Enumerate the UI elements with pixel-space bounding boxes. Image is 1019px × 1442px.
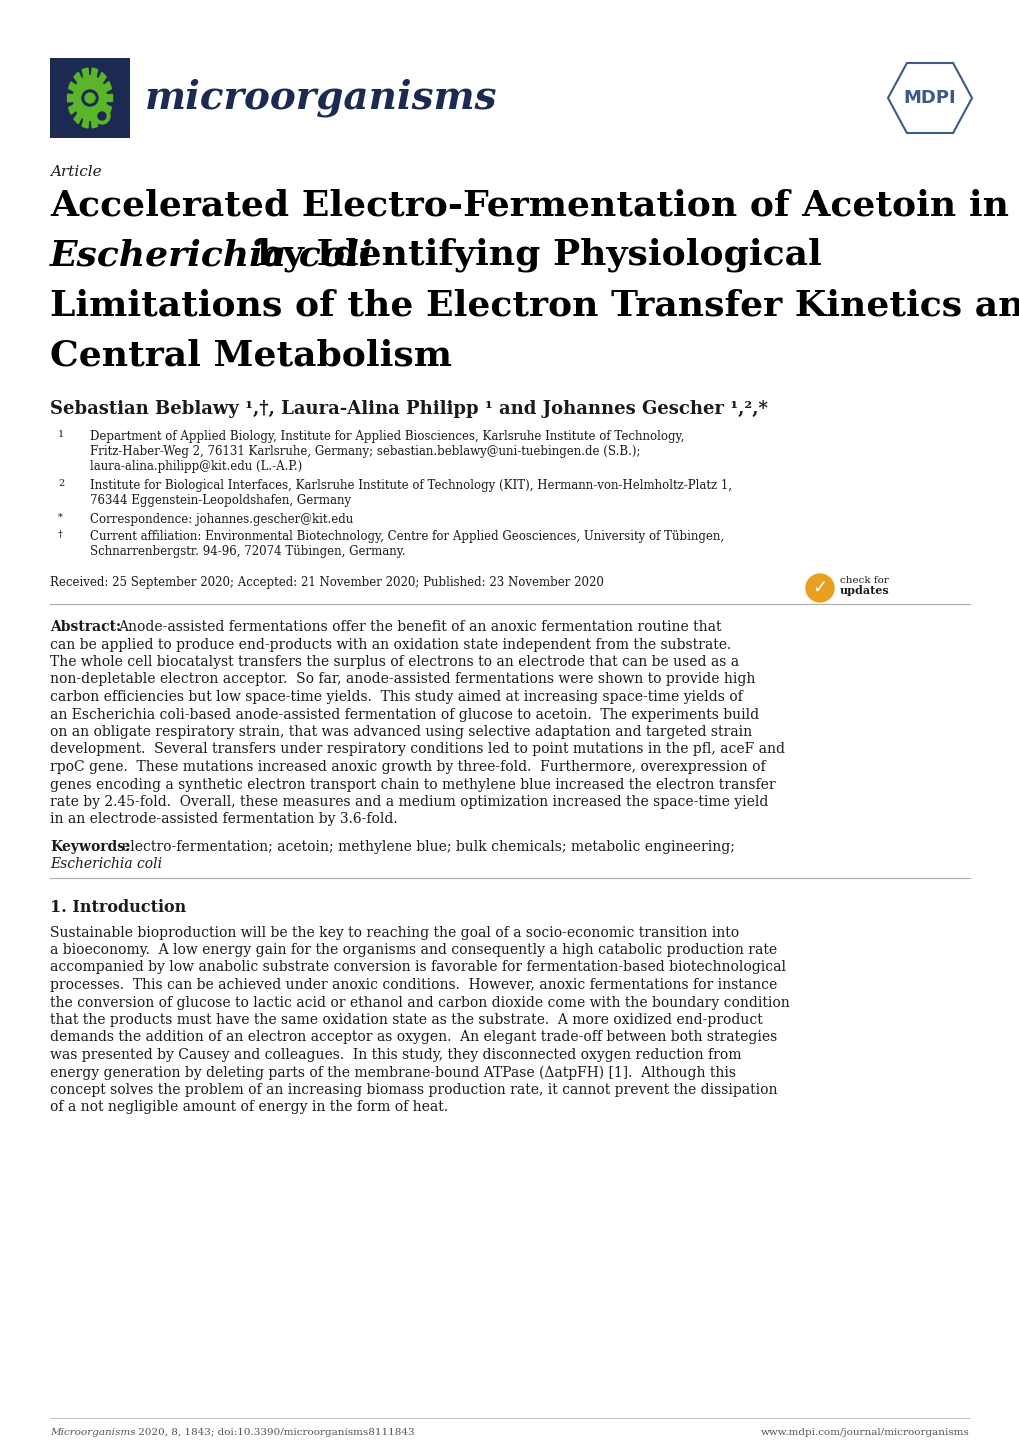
Text: rpoC gene.  These mutations increased anoxic growth by three-fold.  Furthermore,: rpoC gene. These mutations increased ano… xyxy=(50,760,765,774)
Text: Sustainable bioproduction will be the key to reaching the goal of a socio-econom: Sustainable bioproduction will be the ke… xyxy=(50,926,739,940)
Text: www.mdpi.com/journal/microorganisms: www.mdpi.com/journal/microorganisms xyxy=(760,1428,969,1438)
Text: on an obligate respiratory strain, that was advanced using selective adaptation : on an obligate respiratory strain, that … xyxy=(50,725,751,738)
Text: was presented by Causey and colleagues.  In this study, they disconnected oxygen: was presented by Causey and colleagues. … xyxy=(50,1048,741,1061)
Text: 76344 Eggenstein-Leopoldshafen, Germany: 76344 Eggenstein-Leopoldshafen, Germany xyxy=(90,495,351,508)
Text: the conversion of glucose to lactic acid or ethanol and carbon dioxide come with: the conversion of glucose to lactic acid… xyxy=(50,995,789,1009)
Circle shape xyxy=(82,89,98,107)
Polygon shape xyxy=(67,68,112,128)
Text: 2: 2 xyxy=(58,479,64,487)
Text: Escherichia coli: Escherichia coli xyxy=(50,858,162,871)
Text: ✓: ✓ xyxy=(812,580,826,597)
Text: Article: Article xyxy=(50,164,102,179)
Text: demands the addition of an electron acceptor as oxygen.  An elegant trade-off be: demands the addition of an electron acce… xyxy=(50,1031,776,1044)
Text: Sebastian Beblawy ¹,†, Laura-Alina Philipp ¹ and Johannes Gescher ¹,²,*: Sebastian Beblawy ¹,†, Laura-Alina Phili… xyxy=(50,399,767,418)
Text: energy generation by deleting parts of the membrane-bound ATPase (ΔatpFH) [1].  : energy generation by deleting parts of t… xyxy=(50,1066,736,1080)
Text: laura-alina.philipp@kit.edu (L.-A.P.): laura-alina.philipp@kit.edu (L.-A.P.) xyxy=(90,460,302,473)
Text: non-depletable electron acceptor.  So far, anode-assisted fermentations were sho: non-depletable electron acceptor. So far… xyxy=(50,672,755,686)
Text: 1. Introduction: 1. Introduction xyxy=(50,900,186,917)
Text: 2020, 8, 1843; doi:10.3390/microorganisms8111843: 2020, 8, 1843; doi:10.3390/microorganism… xyxy=(135,1428,414,1438)
Circle shape xyxy=(94,108,110,124)
Text: Limitations of the Electron Transfer Kinetics and the: Limitations of the Electron Transfer Kin… xyxy=(50,288,1019,322)
Text: an Escherichia coli-based anode-assisted fermentation of glucose to acetoin.  Th: an Escherichia coli-based anode-assisted… xyxy=(50,708,758,721)
Text: Schnarrenbergstr. 94-96, 72074 Tübingen, Germany.: Schnarrenbergstr. 94-96, 72074 Tübingen,… xyxy=(90,545,406,558)
Text: rate by 2.45-fold.  Overall, these measures and a medium optimization increased : rate by 2.45-fold. Overall, these measur… xyxy=(50,795,767,809)
Circle shape xyxy=(98,112,106,120)
Text: electro-fermentation; acetoin; methylene blue; bulk chemicals; metabolic enginee: electro-fermentation; acetoin; methylene… xyxy=(122,841,734,854)
Text: updates: updates xyxy=(840,585,889,596)
Text: carbon efficiencies but low space-time yields.  This study aimed at increasing s: carbon efficiencies but low space-time y… xyxy=(50,691,742,704)
Text: †: † xyxy=(58,531,63,539)
Text: concept solves the problem of an increasing biomass production rate, it cannot p: concept solves the problem of an increas… xyxy=(50,1083,776,1097)
Text: The whole cell biocatalyst transfers the surplus of electrons to an electrode th: The whole cell biocatalyst transfers the… xyxy=(50,655,739,669)
Text: Current affiliation: Environmental Biotechnology, Centre for Applied Geosciences: Current affiliation: Environmental Biote… xyxy=(90,531,723,544)
Text: Microorganisms: Microorganisms xyxy=(50,1428,136,1438)
Polygon shape xyxy=(888,63,971,133)
Text: 1: 1 xyxy=(58,430,64,438)
Text: Anode-assisted fermentations offer the benefit of an anoxic fermentation routine: Anode-assisted fermentations offer the b… xyxy=(118,620,720,634)
Text: Accelerated Electro-Fermentation of Acetoin in: Accelerated Electro-Fermentation of Acet… xyxy=(50,187,1008,222)
Text: Abstract:: Abstract: xyxy=(50,620,121,634)
Text: Correspondence: johannes.gescher@kit.edu: Correspondence: johannes.gescher@kit.edu xyxy=(90,513,353,526)
Bar xyxy=(50,58,129,138)
Text: accompanied by low anabolic substrate conversion is favorable for fermentation-b: accompanied by low anabolic substrate co… xyxy=(50,960,786,975)
Text: Keywords:: Keywords: xyxy=(50,841,130,854)
Text: MDPI: MDPI xyxy=(903,89,956,107)
Circle shape xyxy=(85,92,95,102)
Text: of a not negligible amount of energy in the form of heat.: of a not negligible amount of energy in … xyxy=(50,1100,447,1115)
Text: Escherichia coli: Escherichia coli xyxy=(50,238,373,273)
Text: Central Metabolism: Central Metabolism xyxy=(50,337,451,372)
Text: check for: check for xyxy=(840,575,888,585)
Circle shape xyxy=(805,574,834,601)
Text: genes encoding a synthetic electron transport chain to methylene blue increased : genes encoding a synthetic electron tran… xyxy=(50,777,774,792)
Text: Fritz-Haber-Weg 2, 76131 Karlsruhe, Germany; sebastian.beblawy@uni-tuebingen.de : Fritz-Haber-Weg 2, 76131 Karlsruhe, Germ… xyxy=(90,446,640,459)
Text: by Identifying Physiological: by Identifying Physiological xyxy=(245,238,821,273)
Text: *: * xyxy=(58,513,63,522)
Text: processes.  This can be achieved under anoxic conditions.  However, anoxic ferme: processes. This can be achieved under an… xyxy=(50,978,776,992)
Text: microorganisms: microorganisms xyxy=(145,79,497,117)
Text: Institute for Biological Interfaces, Karlsruhe Institute of Technology (KIT), He: Institute for Biological Interfaces, Kar… xyxy=(90,479,732,492)
Text: in an electrode-assisted fermentation by 3.6-fold.: in an electrode-assisted fermentation by… xyxy=(50,812,397,826)
Text: development.  Several transfers under respiratory conditions led to point mutati: development. Several transfers under res… xyxy=(50,743,785,757)
Text: a bioeconomy.  A low energy gain for the organisms and consequently a high catab: a bioeconomy. A low energy gain for the … xyxy=(50,943,776,957)
Text: can be applied to produce end-products with an oxidation state independent from : can be applied to produce end-products w… xyxy=(50,637,731,652)
Text: that the products must have the same oxidation state as the substrate.  A more o: that the products must have the same oxi… xyxy=(50,1012,762,1027)
Text: Department of Applied Biology, Institute for Applied Biosciences, Karlsruhe Inst: Department of Applied Biology, Institute… xyxy=(90,430,684,443)
Text: Received: 25 September 2020; Accepted: 21 November 2020; Published: 23 November : Received: 25 September 2020; Accepted: 2… xyxy=(50,575,603,588)
